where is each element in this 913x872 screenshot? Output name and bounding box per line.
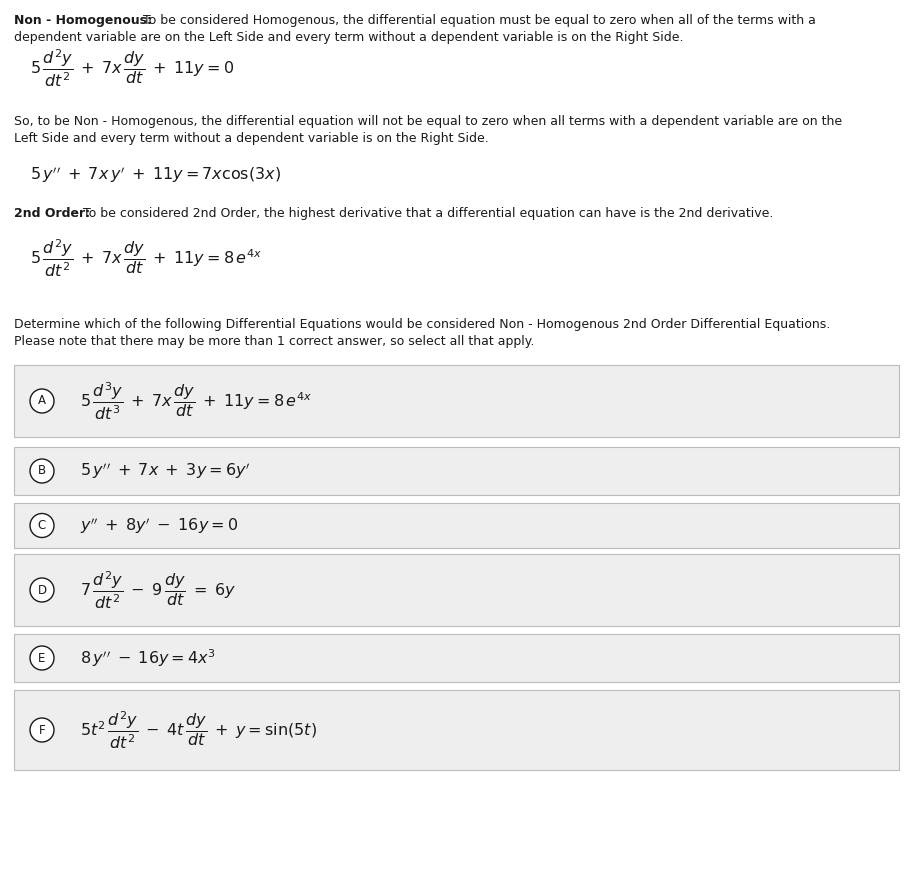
FancyBboxPatch shape [14, 554, 899, 626]
Text: So, to be Non - Homogenous, the differential equation will not be equal to zero : So, to be Non - Homogenous, the differen… [14, 115, 842, 128]
Circle shape [30, 459, 54, 483]
Text: Left Side and every term without a dependent variable is on the Right Side.: Left Side and every term without a depen… [14, 132, 488, 145]
Text: $7\,\dfrac{d^2y}{dt^2}\;-\;9\,\dfrac{dy}{dt}\;=\;6y$: $7\,\dfrac{d^2y}{dt^2}\;-\;9\,\dfrac{dy}… [80, 569, 236, 610]
Text: $5\,y''\;+\;7x\,y'\;+\;11y = 7x\cos\!\left(3x\right)$: $5\,y''\;+\;7x\,y'\;+\;11y = 7x\cos\!\le… [30, 165, 281, 185]
Text: A: A [38, 394, 46, 407]
Text: F: F [38, 724, 46, 737]
Text: To be considered Homogenous, the differential equation must be equal to zero whe: To be considered Homogenous, the differe… [139, 14, 816, 27]
Text: $5\,\dfrac{d^2y}{dt^2}\;+\;7x\,\dfrac{dy}{dt}\;+\;11y = 0$: $5\,\dfrac{d^2y}{dt^2}\;+\;7x\,\dfrac{dy… [30, 47, 234, 89]
FancyBboxPatch shape [14, 365, 899, 437]
Text: $5t^2\,\dfrac{d^2y}{dt^2}\;-\;4t\,\dfrac{dy}{dt}\;+\;y = \sin\!\left(5t\right)$: $5t^2\,\dfrac{d^2y}{dt^2}\;-\;4t\,\dfrac… [80, 709, 317, 751]
Text: To be considered 2nd Order, the highest derivative that a differential equation : To be considered 2nd Order, the highest … [79, 207, 773, 220]
Circle shape [30, 646, 54, 670]
FancyBboxPatch shape [14, 503, 899, 548]
Text: Non - Homogenous:: Non - Homogenous: [14, 14, 152, 27]
Text: dependent variable are on the Left Side and every term without a dependent varia: dependent variable are on the Left Side … [14, 31, 684, 44]
Text: $y''\;+\;8y'\;-\;16y = 0$: $y''\;+\;8y'\;-\;16y = 0$ [80, 515, 238, 535]
Circle shape [30, 514, 54, 537]
Text: $5\,\dfrac{d^3y}{dt^3}\;+\;7x\,\dfrac{dy}{dt}\;+\;11y = 8\,e^{4x}$: $5\,\dfrac{d^3y}{dt^3}\;+\;7x\,\dfrac{dy… [80, 380, 312, 422]
Text: $8\,y''\;-\;16y = 4x^3$: $8\,y''\;-\;16y = 4x^3$ [80, 647, 215, 669]
Text: B: B [38, 465, 46, 478]
Circle shape [30, 389, 54, 413]
FancyBboxPatch shape [14, 690, 899, 770]
FancyBboxPatch shape [14, 447, 899, 495]
Circle shape [30, 718, 54, 742]
Text: 2nd Order:: 2nd Order: [14, 207, 90, 220]
Text: $5\,y''\;+\;7x\;+\;3y = 6y'$: $5\,y''\;+\;7x\;+\;3y = 6y'$ [80, 460, 250, 481]
Circle shape [30, 578, 54, 602]
Text: Determine which of the following Differential Equations would be considered Non : Determine which of the following Differe… [14, 318, 830, 331]
Text: C: C [37, 519, 47, 532]
Text: $5\,\dfrac{d^2y}{dt^2}\;+\;7x\,\dfrac{dy}{dt}\;+\;11y = 8\,e^{4x}$: $5\,\dfrac{d^2y}{dt^2}\;+\;7x\,\dfrac{dy… [30, 237, 262, 279]
FancyBboxPatch shape [14, 634, 899, 682]
Text: D: D [37, 583, 47, 596]
Text: Please note that there may be more than 1 correct answer, so select all that app: Please note that there may be more than … [14, 335, 534, 348]
Text: E: E [38, 651, 46, 664]
